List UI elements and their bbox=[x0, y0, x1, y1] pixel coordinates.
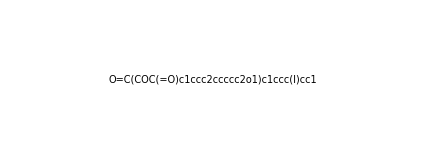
Text: O=C(COC(=O)c1ccc2ccccc2o1)c1ccc(I)cc1: O=C(COC(=O)c1ccc2ccccc2o1)c1ccc(I)cc1 bbox=[108, 75, 317, 85]
